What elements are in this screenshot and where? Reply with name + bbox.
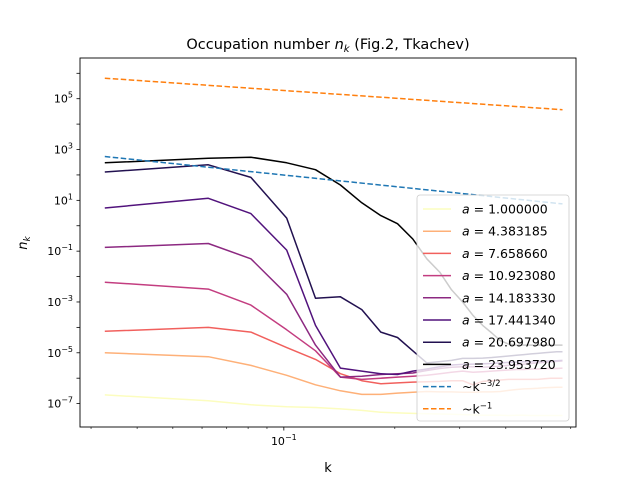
y-tick-label: 103 bbox=[54, 142, 73, 157]
legend-label-0: a = 1.000000 bbox=[462, 202, 548, 217]
legend-label-3: a = 10.923080 bbox=[462, 268, 556, 283]
x-axis-label: k bbox=[324, 461, 332, 476]
y-tick-label: 101 bbox=[54, 192, 73, 207]
legend-label-2: a = 7.658660 bbox=[462, 246, 548, 261]
legend: a = 1.000000 a = 4.383185 a = 7.658660 a = … bbox=[416, 194, 570, 422]
legend-items: a = 1.000000 a = 4.383185 a = 7.658660 a = … bbox=[423, 202, 556, 416]
legend-label-4: a = 14.183330 bbox=[462, 290, 556, 305]
y-tick-label: 10−5 bbox=[47, 345, 73, 360]
y-axis-ticks: 10−7 10−5 10−3 10−1 101 103 105 bbox=[47, 72, 80, 411]
series-line-9 bbox=[104, 77, 563, 111]
y-tick-label: 10−7 bbox=[47, 396, 73, 411]
y-tick-label: 105 bbox=[54, 91, 73, 106]
chart-title: Occupation number nk (Fig.2, Tkachev) bbox=[186, 37, 469, 55]
legend-label-8: ~k−3/2 bbox=[462, 379, 501, 394]
legend-label-5: a = 17.441340 bbox=[462, 313, 556, 328]
legend-label-6: a = 20.697980 bbox=[462, 335, 556, 350]
legend-label-1: a = 4.383185 bbox=[462, 224, 548, 239]
legend-box bbox=[416, 194, 570, 422]
axes-frame bbox=[79, 57, 577, 428]
legend-label-9: ~k−1 bbox=[462, 401, 492, 416]
x-tick-label: 10−1 bbox=[271, 433, 297, 448]
y-tick-label: 10−3 bbox=[47, 294, 73, 309]
y-axis-label: nk bbox=[16, 235, 33, 249]
x-axis-ticks: 10−1 bbox=[90, 427, 572, 448]
series-line-8 bbox=[104, 155, 563, 205]
y-tick-label: 10−1 bbox=[47, 243, 73, 258]
legend-label-7: a = 23.953720 bbox=[462, 357, 556, 372]
